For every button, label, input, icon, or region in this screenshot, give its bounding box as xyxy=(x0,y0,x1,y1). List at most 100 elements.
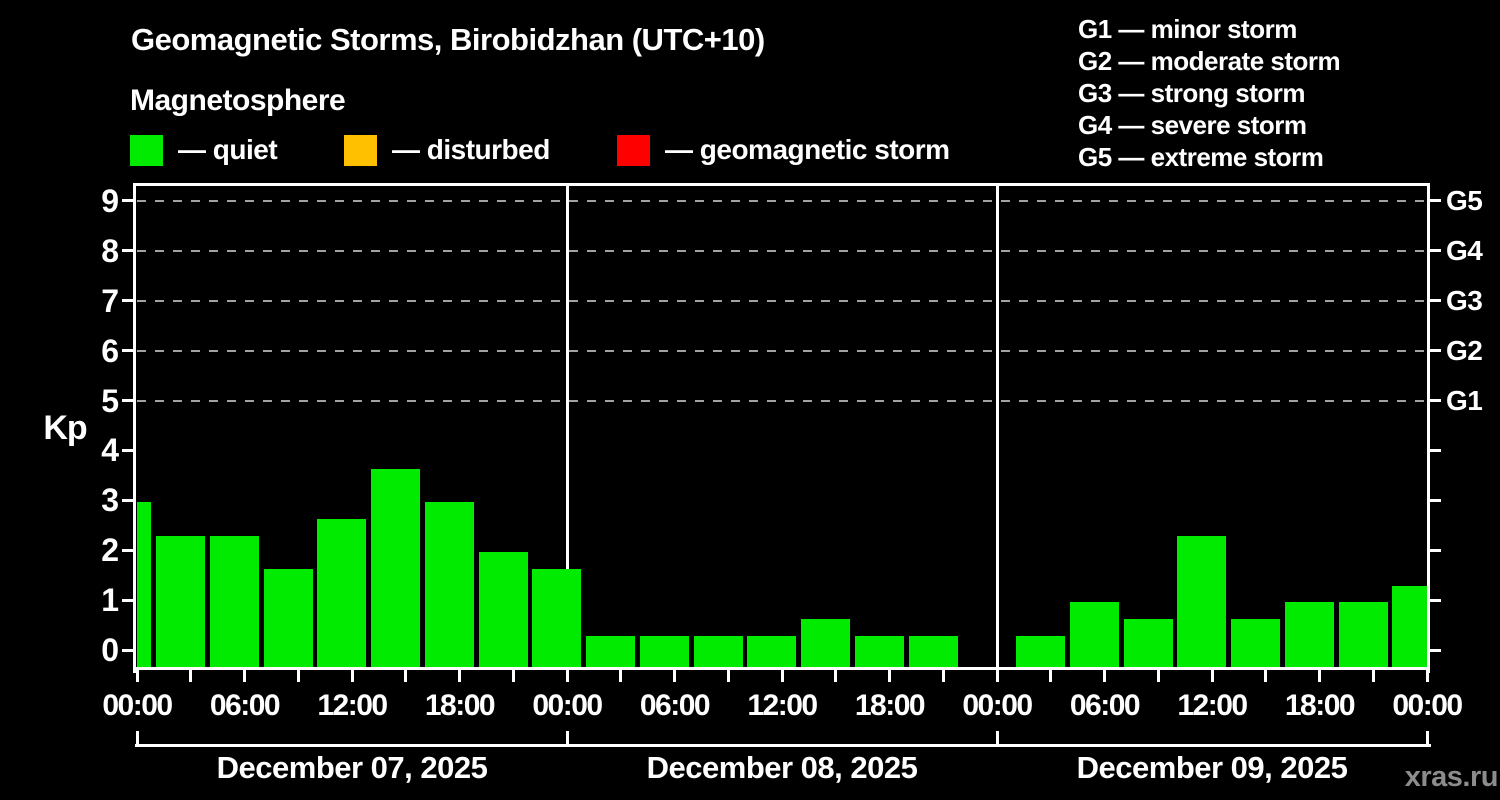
day-bracket-line xyxy=(135,744,1431,747)
gridline-kp5 xyxy=(137,399,1427,402)
kp-bar xyxy=(156,536,205,669)
kp-bar xyxy=(1284,602,1334,669)
gridline-kp6 xyxy=(137,349,1427,352)
gridline-kp8 xyxy=(137,249,1427,252)
kp-bar xyxy=(1016,636,1065,669)
y-axis-label: 0 xyxy=(101,632,119,668)
quiet-swatch xyxy=(130,134,163,166)
g-scale-row-g4: G4 — severe storm xyxy=(1078,110,1307,140)
legend-item-disturbed: — disturbed xyxy=(344,134,550,166)
x-tick-label: 06:00 xyxy=(1069,689,1141,722)
x-tick-label: 00:00 xyxy=(532,689,603,722)
kp-bar xyxy=(1177,536,1227,669)
y-tick-right xyxy=(1430,199,1441,203)
g-scale-legend: G1 — minor storm G2 — moderate storm G3 — … xyxy=(1078,13,1341,173)
y-tick-right xyxy=(1430,399,1441,402)
g-scale-row-g1: G1 — minor storm xyxy=(1078,14,1297,44)
g-level-label: G1 xyxy=(1446,384,1483,416)
legend-item-label: — quiet xyxy=(178,134,278,165)
y-tick-right xyxy=(1430,598,1441,602)
axis-line-bottom xyxy=(136,667,1429,670)
legend-item-quiet: — quiet xyxy=(130,134,278,166)
x-tick-label: 12:00 xyxy=(317,689,388,722)
kp-bar xyxy=(801,619,850,669)
y-tick-right xyxy=(1430,498,1441,502)
kp-bar xyxy=(908,636,958,669)
kp-bar xyxy=(1338,602,1388,669)
disturbed-swatch xyxy=(344,134,377,166)
x-tick xyxy=(1264,670,1268,682)
x-tick-label: 12:00 xyxy=(1177,689,1248,722)
x-tick-label: 00:00 xyxy=(1392,689,1463,722)
x-tick xyxy=(888,670,891,682)
day-divider xyxy=(565,186,569,669)
x-tick xyxy=(1371,670,1375,682)
day-divider xyxy=(995,186,999,669)
g-level-label: G3 xyxy=(1446,284,1483,316)
x-tick xyxy=(511,670,515,682)
kp-bar xyxy=(586,636,635,669)
g-level-label: G4 xyxy=(1446,234,1483,266)
y-tick-left xyxy=(122,648,133,652)
kp-bar xyxy=(854,636,904,669)
y-axis-label: 9 xyxy=(101,182,119,219)
chart-subtitle: Magnetosphere xyxy=(130,84,346,117)
geomagnetic-storm-swatch xyxy=(617,134,650,166)
kp-bar xyxy=(1069,602,1119,669)
day-bracket-tick xyxy=(135,731,139,747)
y-tick-left xyxy=(122,399,133,402)
y-tick-left xyxy=(122,299,133,303)
y-axis-label: 8 xyxy=(101,232,119,269)
x-tick xyxy=(350,670,354,682)
kp-bar xyxy=(478,552,528,669)
x-tick xyxy=(458,670,461,682)
x-tick-label: 06:00 xyxy=(639,689,711,722)
kp-bar xyxy=(137,502,152,669)
x-tick xyxy=(189,670,193,682)
g-scale-row-g3: G3 — strong storm xyxy=(1078,78,1305,108)
day-bracket-tick xyxy=(1425,731,1429,747)
kp-bar xyxy=(1231,619,1280,669)
y-tick-left xyxy=(122,249,133,253)
axis-line-top xyxy=(136,183,1429,186)
y-axis-title: Kp xyxy=(43,409,87,447)
x-tick-label: 12:00 xyxy=(747,689,818,722)
y-tick-right xyxy=(1430,349,1441,353)
x-tick-label: 00:00 xyxy=(102,689,173,722)
kp-bar xyxy=(532,569,582,669)
kp-bar xyxy=(209,536,259,669)
page-title: Geomagnetic Storms, Birobidzhan (UTC+10) xyxy=(131,22,765,57)
gridline-kp9 xyxy=(137,199,1427,202)
date-label: December 09, 2025 xyxy=(1076,750,1348,785)
x-tick xyxy=(1156,670,1160,682)
x-tick xyxy=(726,670,730,682)
y-axis-label: 5 xyxy=(101,382,119,419)
g-level-label: G2 xyxy=(1446,334,1483,366)
kp-bar xyxy=(1392,586,1427,669)
g-scale-row-g2: G2 — moderate storm xyxy=(1078,46,1341,76)
legend-item-label: — disturbed xyxy=(392,134,550,165)
y-axis-label: 4 xyxy=(101,432,119,469)
axis-line-right xyxy=(1427,183,1430,673)
x-tick xyxy=(673,670,676,682)
x-tick xyxy=(404,670,408,682)
y-tick-right xyxy=(1430,448,1441,452)
day-bracket-tick xyxy=(995,731,999,747)
x-tick xyxy=(780,670,784,682)
y-tick-right xyxy=(1430,648,1441,652)
y-tick-right xyxy=(1430,249,1441,253)
date-label: December 07, 2025 xyxy=(216,750,488,785)
x-tick xyxy=(296,670,300,682)
x-tick xyxy=(619,670,623,682)
kp-bar xyxy=(424,502,474,669)
gridline-kp7 xyxy=(137,299,1427,302)
x-tick xyxy=(834,670,838,682)
kp-bar xyxy=(263,569,313,669)
y-axis-label: 1 xyxy=(101,582,119,619)
x-tick-label: 00:00 xyxy=(962,689,1033,722)
x-tick-label: 18:00 xyxy=(424,689,496,722)
g-level-label: G5 xyxy=(1446,184,1483,216)
x-tick xyxy=(565,670,569,682)
y-axis-label: 2 xyxy=(101,532,119,569)
